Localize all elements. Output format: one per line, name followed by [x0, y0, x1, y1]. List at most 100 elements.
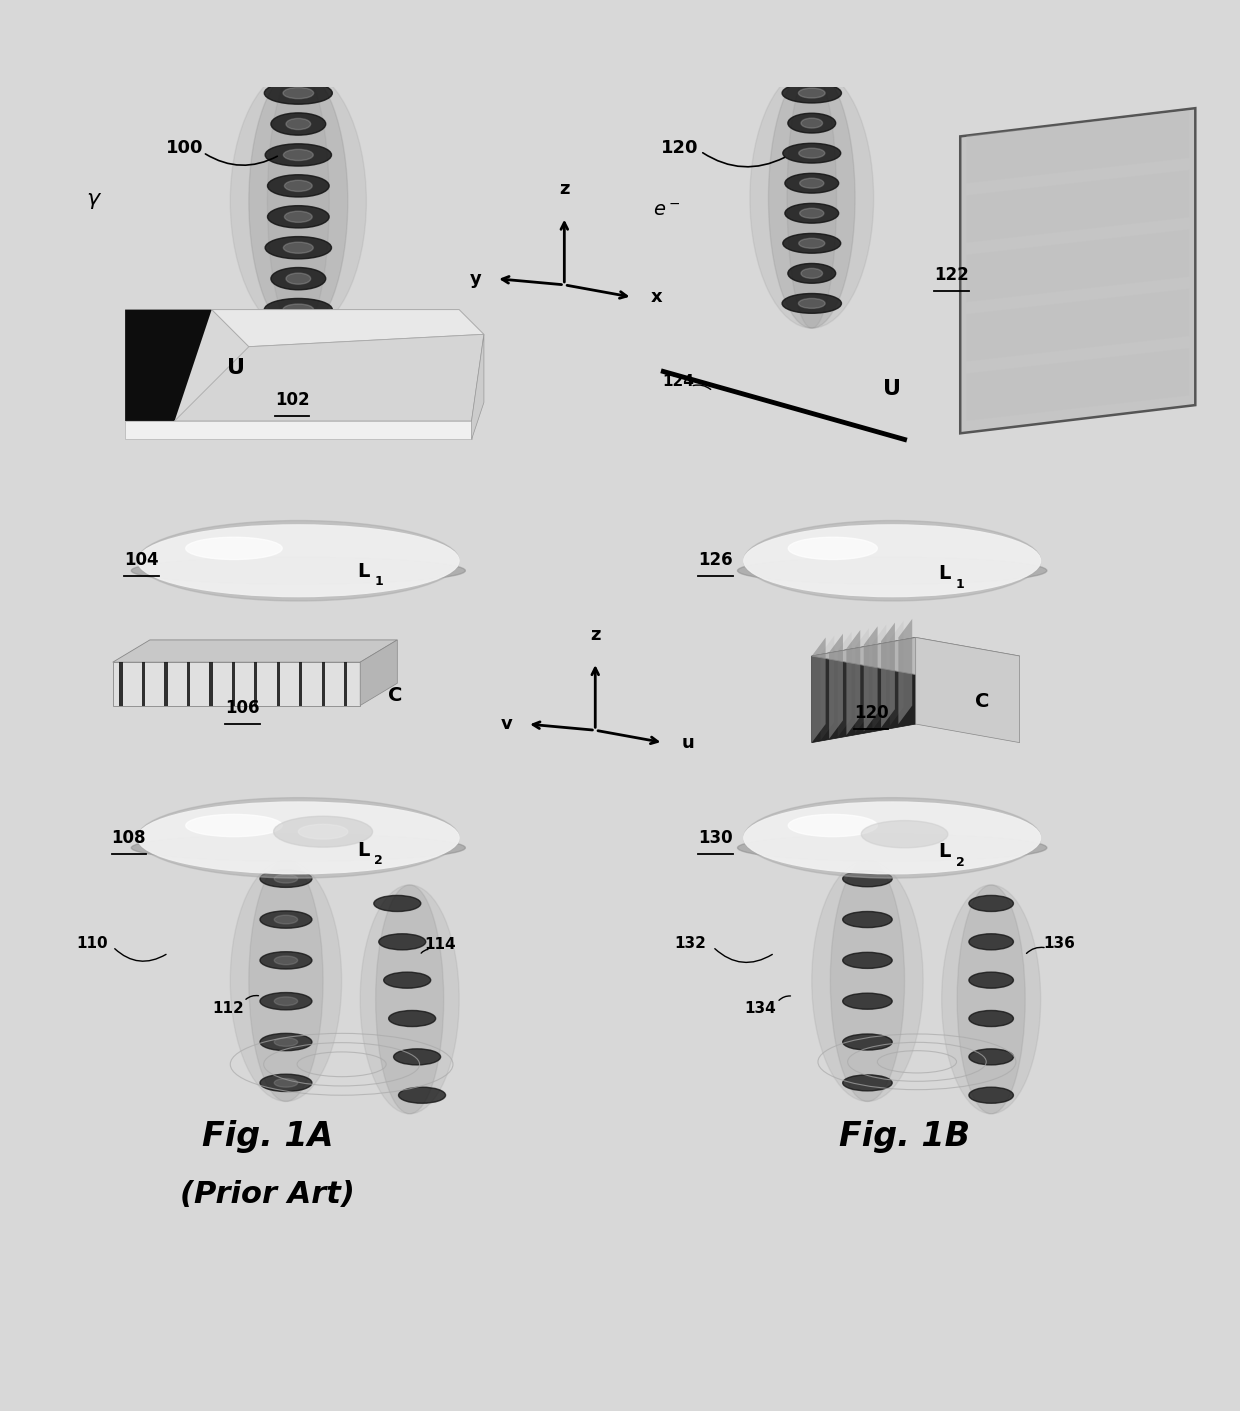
- Ellipse shape: [268, 206, 329, 229]
- Ellipse shape: [138, 801, 459, 873]
- Ellipse shape: [388, 1010, 435, 1027]
- Polygon shape: [471, 334, 484, 439]
- Polygon shape: [232, 662, 236, 706]
- Ellipse shape: [843, 993, 893, 1009]
- Ellipse shape: [274, 1037, 298, 1047]
- Ellipse shape: [957, 885, 1025, 1113]
- Text: 130: 130: [698, 828, 733, 847]
- Polygon shape: [898, 619, 913, 724]
- Ellipse shape: [968, 1010, 1013, 1027]
- Ellipse shape: [801, 268, 822, 278]
- Ellipse shape: [186, 538, 283, 560]
- Polygon shape: [125, 420, 471, 439]
- Text: 114: 114: [425, 937, 456, 952]
- Ellipse shape: [738, 557, 1047, 584]
- Text: Fig. 1A: Fig. 1A: [202, 1119, 334, 1153]
- Ellipse shape: [968, 896, 1013, 912]
- Polygon shape: [119, 662, 123, 706]
- Polygon shape: [212, 309, 484, 347]
- Ellipse shape: [376, 885, 444, 1113]
- Polygon shape: [966, 229, 1189, 302]
- Polygon shape: [254, 662, 258, 706]
- Ellipse shape: [789, 538, 878, 560]
- Ellipse shape: [787, 264, 836, 284]
- Text: 2: 2: [374, 854, 383, 866]
- Ellipse shape: [782, 83, 842, 103]
- Ellipse shape: [260, 1033, 312, 1051]
- Ellipse shape: [138, 797, 459, 878]
- Text: 1: 1: [374, 576, 383, 588]
- Ellipse shape: [373, 896, 420, 912]
- Text: u: u: [682, 734, 694, 752]
- Polygon shape: [830, 634, 843, 739]
- Ellipse shape: [831, 861, 904, 1102]
- Polygon shape: [966, 169, 1189, 243]
- Polygon shape: [864, 626, 878, 731]
- Text: 132: 132: [675, 935, 707, 951]
- Ellipse shape: [264, 82, 332, 104]
- Text: U: U: [883, 378, 901, 399]
- Text: 134: 134: [744, 1002, 776, 1016]
- Text: $\gamma$: $\gamma$: [86, 190, 102, 210]
- Ellipse shape: [264, 299, 332, 320]
- Polygon shape: [821, 635, 835, 741]
- Ellipse shape: [286, 274, 311, 284]
- Polygon shape: [299, 662, 303, 706]
- Text: C: C: [388, 686, 402, 706]
- Ellipse shape: [744, 797, 1040, 878]
- Ellipse shape: [249, 861, 324, 1102]
- Text: L: L: [357, 563, 370, 581]
- Ellipse shape: [789, 814, 878, 837]
- Polygon shape: [966, 289, 1189, 361]
- Polygon shape: [812, 638, 826, 742]
- Ellipse shape: [799, 238, 825, 248]
- Polygon shape: [113, 641, 397, 662]
- Ellipse shape: [284, 150, 314, 161]
- Text: 120: 120: [661, 138, 698, 157]
- Text: L: L: [357, 841, 370, 859]
- Ellipse shape: [785, 174, 838, 193]
- Ellipse shape: [799, 148, 825, 158]
- Text: y: y: [470, 270, 481, 288]
- Polygon shape: [890, 621, 904, 725]
- Polygon shape: [345, 662, 347, 706]
- Text: 112: 112: [212, 1002, 244, 1016]
- Ellipse shape: [782, 293, 842, 313]
- Text: 136: 136: [1043, 935, 1075, 951]
- Ellipse shape: [799, 87, 825, 97]
- Ellipse shape: [284, 212, 312, 223]
- Text: L: L: [937, 842, 950, 861]
- Text: (Prior Art): (Prior Art): [180, 1180, 355, 1209]
- Ellipse shape: [274, 875, 298, 883]
- Polygon shape: [882, 622, 895, 728]
- Polygon shape: [113, 662, 360, 706]
- Text: 124: 124: [662, 374, 694, 389]
- Ellipse shape: [787, 68, 837, 329]
- Ellipse shape: [968, 972, 1013, 988]
- Ellipse shape: [398, 1088, 445, 1103]
- Text: 102: 102: [275, 391, 310, 409]
- Polygon shape: [322, 662, 325, 706]
- Text: 108: 108: [112, 828, 146, 847]
- Ellipse shape: [941, 885, 1040, 1113]
- Ellipse shape: [360, 885, 459, 1113]
- Ellipse shape: [284, 181, 312, 192]
- Ellipse shape: [249, 68, 347, 334]
- Polygon shape: [960, 109, 1195, 433]
- Ellipse shape: [843, 912, 893, 927]
- Ellipse shape: [138, 525, 459, 597]
- Polygon shape: [856, 628, 869, 734]
- Ellipse shape: [283, 87, 314, 99]
- Text: 110: 110: [76, 935, 108, 951]
- Ellipse shape: [787, 113, 836, 133]
- Ellipse shape: [270, 268, 326, 289]
- Ellipse shape: [260, 951, 312, 969]
- Ellipse shape: [274, 916, 298, 924]
- Ellipse shape: [843, 1034, 893, 1050]
- Ellipse shape: [268, 175, 329, 198]
- Ellipse shape: [782, 233, 841, 253]
- Ellipse shape: [738, 834, 1047, 861]
- Polygon shape: [812, 638, 915, 742]
- Text: z: z: [559, 181, 569, 198]
- Polygon shape: [277, 662, 280, 706]
